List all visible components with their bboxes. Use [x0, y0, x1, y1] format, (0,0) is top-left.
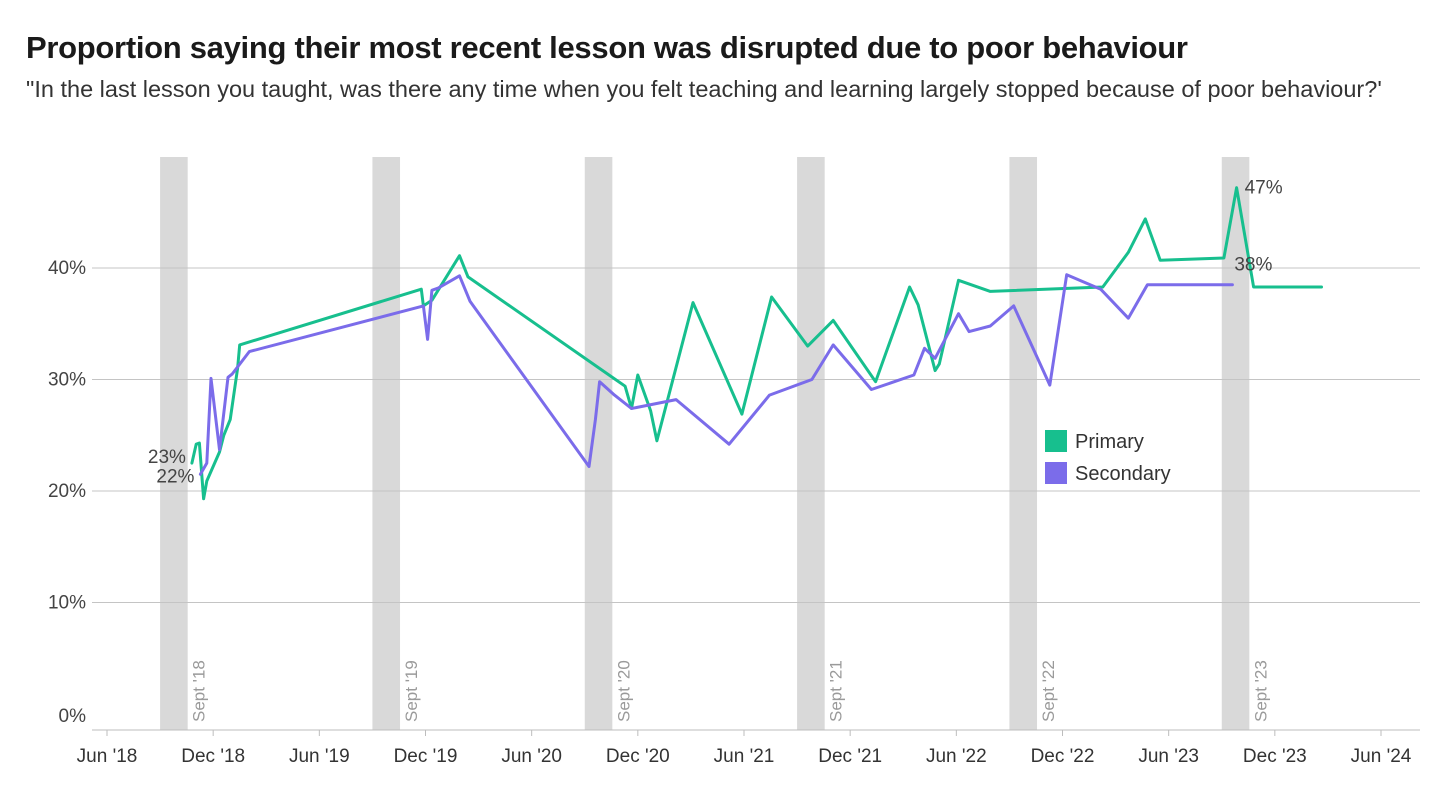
legend-swatch-primary — [1045, 430, 1067, 452]
september-bands: Sept '18 Sept '19 Sept '20 Sept '21 Sept '22… — [160, 157, 1270, 730]
band-label: Sept '18 — [190, 660, 209, 722]
y-tick-label: 40% — [48, 258, 86, 279]
y-tick-label: 10% — [48, 593, 86, 614]
series-end-labels: 23%22% 47% 38% — [148, 178, 1283, 488]
series-line-secondary — [198, 273, 1234, 476]
x-tick-label: Jun '22 — [926, 746, 987, 767]
x-tick-label: Dec '21 — [818, 746, 882, 767]
start-label-primary: 23% — [148, 447, 186, 468]
x-tick-label: Jun '19 — [289, 746, 350, 767]
chart-title: Proportion saying their most recent less… — [26, 30, 1188, 65]
september-band — [372, 157, 401, 730]
legend-label-secondary: Secondary — [1075, 463, 1171, 485]
x-tick-label: Jun '21 — [714, 746, 775, 767]
x-tick-label: Jun '23 — [1138, 746, 1199, 767]
september-band — [584, 157, 613, 730]
legend-swatch-secondary — [1045, 462, 1067, 484]
series-line-primary — [190, 186, 1323, 501]
band-label: Sept '20 — [614, 660, 633, 722]
start-label-secondary: 22% — [156, 466, 194, 487]
september-band — [160, 157, 188, 730]
x-tick-label: Dec '19 — [394, 746, 458, 767]
x-tick-label: Dec '23 — [1243, 746, 1307, 767]
x-tick-label: Jun '20 — [501, 746, 562, 767]
band-label: Sept '19 — [402, 660, 421, 722]
series-lines — [190, 186, 1323, 501]
legend-label-primary: Primary — [1075, 431, 1144, 453]
x-tick-label: Dec '20 — [606, 746, 670, 767]
september-band — [1009, 157, 1038, 730]
y-axis-ticks: 0% 10% 20% 30% 40% — [48, 258, 86, 727]
y-tick-label: 0% — [59, 706, 87, 727]
gridlines — [92, 267, 1420, 731]
chart-subtitle: "In the last lesson you taught, was ther… — [26, 76, 1382, 102]
x-tick-label: Jun '24 — [1351, 746, 1412, 767]
band-label: Sept '22 — [1039, 660, 1058, 722]
end-label-primary: 47% — [1245, 178, 1283, 199]
x-tick-label: Dec '18 — [181, 746, 245, 767]
end-label-secondary: 38% — [1234, 255, 1272, 276]
band-label: Sept '23 — [1251, 660, 1270, 722]
x-axis-ticks: Jun '18 Dec '18 Jun '19 Dec '19 Jun '20 Dec '… — [77, 730, 1412, 767]
september-band — [797, 157, 825, 730]
legend: Primary Secondary — [1045, 430, 1171, 485]
y-tick-label: 30% — [48, 370, 86, 391]
x-tick-label: Dec '22 — [1031, 746, 1095, 767]
y-tick-label: 20% — [48, 481, 86, 502]
x-tick-label: Jun '18 — [77, 746, 138, 767]
band-label: Sept '21 — [827, 660, 846, 722]
